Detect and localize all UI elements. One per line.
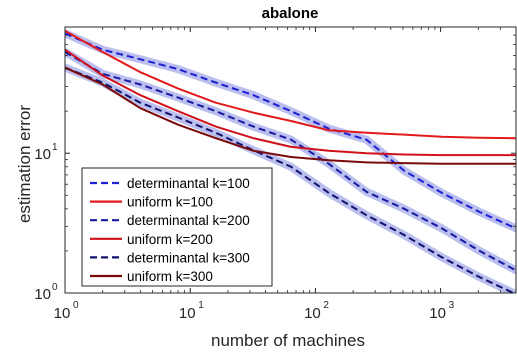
x-tick-label-2: 10 [304,305,321,322]
y-tick-exponent-1: 1 [52,142,58,153]
x-tick-label-0: 10 [54,305,71,322]
x-tick-exponent-1: 1 [198,300,204,311]
series-line-5 [65,66,516,293]
x-tick-label-1: 10 [179,305,196,322]
series-line-6 [65,66,516,165]
y-tick-label-1: 10 [34,146,51,163]
plot-area [65,29,516,293]
legend-label-4: uniform k=200 [127,232,213,247]
series-line-1 [65,32,516,230]
legend-label-2: uniform k=100 [127,195,213,210]
legend-label-3: determinantal k=200 [127,213,250,228]
legend-label-5: determinantal k=300 [127,250,250,265]
x-tick-exponent-0: 0 [73,300,79,311]
legend-box [81,167,273,287]
x-tick-exponent-2: 2 [323,300,329,311]
legend-label-6: uniform k=300 [127,269,213,284]
x-tick-label-3: 10 [429,305,446,322]
series-line-2 [65,30,516,140]
y-tick-label-0: 10 [34,286,51,303]
x-axis-label: number of machines [211,331,365,350]
y-axis-label: estimation error [15,105,34,223]
series-line-4 [65,48,516,157]
legend-label-1: determinantal k=100 [127,176,250,191]
y-tick-exponent-0: 0 [52,282,58,293]
series-line-3 [65,51,516,272]
chart-title: abalone [262,5,319,22]
legend: determinantal k=100 uniform k=100 determin… [81,167,273,287]
x-tick-exponent-3: 3 [449,300,455,311]
axis-ticks: 10 0 10 1 10 2 10 310 010 1 [34,27,516,322]
